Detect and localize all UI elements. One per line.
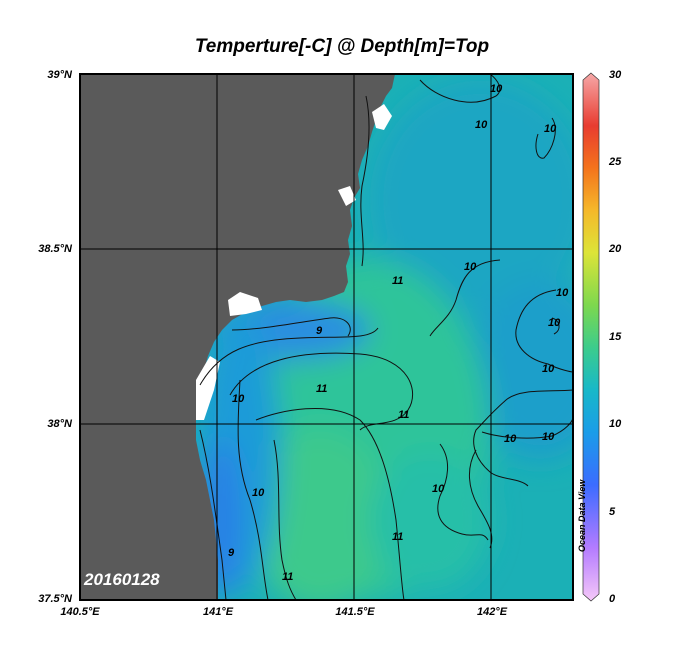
contour-label: 9 bbox=[316, 325, 323, 337]
colorbar bbox=[582, 72, 600, 602]
contour-label: 11 bbox=[316, 383, 327, 395]
contour-label: 10 bbox=[490, 83, 503, 95]
colorbar-label-20: 20 bbox=[609, 243, 622, 255]
contour-label: 11 bbox=[392, 531, 403, 543]
lon-label-140-5: 140.5°E bbox=[60, 606, 100, 618]
lon-label-141-5: 141.5°E bbox=[335, 606, 375, 618]
white-land-patch bbox=[338, 186, 356, 206]
lon-label-141: 141°E bbox=[202, 606, 234, 618]
contour-label: 10 bbox=[542, 431, 555, 443]
lat-label-38-5: 38.5°N bbox=[38, 243, 72, 255]
contour-lines bbox=[199, 74, 573, 600]
contour-label: 10 bbox=[464, 261, 477, 273]
white-land-patch bbox=[196, 356, 220, 420]
contour-label: 10 bbox=[252, 487, 265, 499]
contour-label: 11 bbox=[282, 571, 293, 583]
contour-label: 10 bbox=[232, 393, 245, 405]
white-land-patch bbox=[372, 104, 392, 130]
colorbar-label-10: 10 bbox=[609, 418, 622, 430]
colorbar-label-30: 30 bbox=[609, 69, 622, 81]
colorbar-label-15: 15 bbox=[609, 331, 622, 343]
contour-label: 10 bbox=[542, 363, 555, 375]
contour-label: 10 bbox=[475, 119, 488, 131]
lat-label-38: 38°N bbox=[47, 418, 72, 430]
colorbar-label-25: 25 bbox=[609, 156, 622, 168]
contour-label: 10 bbox=[504, 433, 517, 445]
colorbar-label-0: 0 bbox=[609, 593, 616, 605]
contour-label: 10 bbox=[544, 123, 557, 135]
colorbar-label-5: 5 bbox=[609, 506, 616, 518]
lat-label-39: 39°N bbox=[47, 69, 72, 81]
contour-label: 11 bbox=[392, 275, 403, 287]
lat-label-37-5: 37.5°N bbox=[38, 593, 72, 605]
map-title: Temperture[-C] @ Depth[m]=Top bbox=[194, 36, 490, 57]
map-frame bbox=[79, 73, 574, 601]
land-mass bbox=[80, 74, 395, 600]
contour-label: 9 bbox=[228, 547, 235, 559]
date-stamp: 20160128 bbox=[84, 570, 160, 589]
contour-label: 10 bbox=[548, 317, 561, 329]
white-land-patch bbox=[228, 292, 262, 316]
map-grid bbox=[80, 74, 573, 600]
contour-label: 11 bbox=[398, 409, 409, 421]
contour-label: 10 bbox=[556, 287, 569, 299]
watermark: Ocean Data View bbox=[577, 479, 587, 552]
contour-label: 10 bbox=[432, 483, 445, 495]
temperature-shading bbox=[200, 80, 573, 600]
lon-label-142: 142°E bbox=[476, 606, 508, 618]
